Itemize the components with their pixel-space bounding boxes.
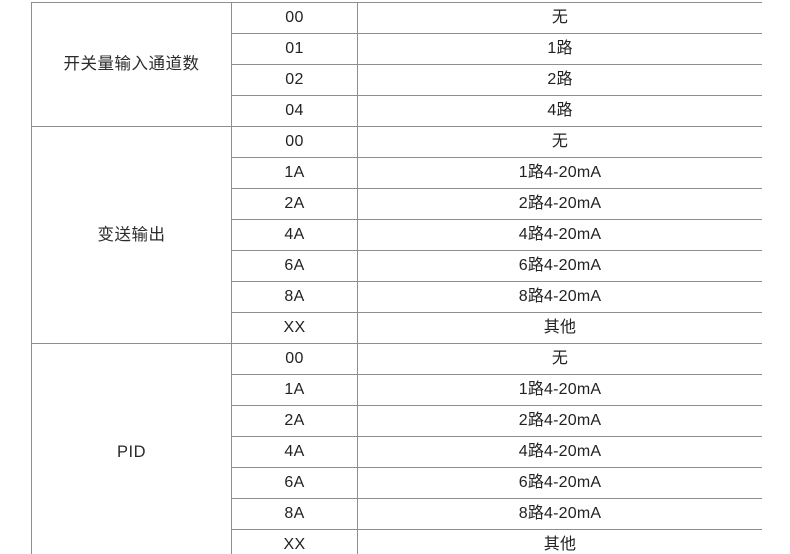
option-code-cell: 6A xyxy=(231,467,358,499)
option-description-cell: 6路4-20mA xyxy=(357,467,762,499)
option-code-cell: 4A xyxy=(231,436,358,468)
option-code-cell: 8A xyxy=(231,281,358,313)
table-row: 变送输出 00 无 xyxy=(31,126,762,344)
option-code-cell: 8A xyxy=(231,498,358,530)
table-row: PID 00 无 xyxy=(31,343,762,554)
option-code-cell: XX xyxy=(231,312,358,344)
option-description-cell: 6路4-20mA xyxy=(357,250,762,282)
option-code-cell: 6A xyxy=(231,250,358,282)
table-row: 02 2路 xyxy=(32,64,762,96)
option-code-cell: 1A xyxy=(231,374,358,406)
option-code-cell: 00 xyxy=(231,126,358,158)
table-row: 6A 6路4-20mA xyxy=(32,467,762,499)
option-description-cell: 8路4-20mA xyxy=(357,281,762,313)
option-code-cell: 2A xyxy=(231,188,358,220)
option-code-cell: XX xyxy=(231,529,358,554)
option-description-cell: 2路4-20mA xyxy=(357,405,762,437)
option-description-cell: 无 xyxy=(357,343,762,375)
option-description-cell: 1路4-20mA xyxy=(357,157,762,189)
group-label-cell: PID xyxy=(31,343,232,554)
table-row: 6A 6路4-20mA xyxy=(32,250,762,282)
option-code-cell: 02 xyxy=(231,64,358,96)
table-row: 2A 2路4-20mA xyxy=(32,188,762,220)
option-description-cell: 无 xyxy=(357,2,762,34)
option-description-cell: 无 xyxy=(357,126,762,158)
option-description-cell: 其他 xyxy=(357,529,762,554)
option-code-cell: 00 xyxy=(231,2,358,34)
product-option-code-table: 开关量输入通道数 00 无 01 1路 02 2路 04 4路 变送输出 00 无 1A 1路4-20mA… xyxy=(31,2,762,554)
group-label-cell: 变送输出 xyxy=(31,126,232,344)
option-description-cell: 其他 xyxy=(357,312,762,344)
option-code-cell: 4A xyxy=(231,219,358,251)
table-row: XX 其他 xyxy=(32,529,762,554)
table-row: 1A 1路4-20mA xyxy=(32,374,762,406)
table-row: 4A 4路4-20mA xyxy=(32,219,762,251)
table-row: 04 4路 xyxy=(32,95,762,127)
option-description-cell: 4路4-20mA xyxy=(357,219,762,251)
spec-table-container: 开关量输入通道数 00 无 01 1路 02 2路 04 4路 变送输出 00 无 1A 1路4-20mA… xyxy=(31,2,762,554)
group-label-cell: 开关量输入通道数 xyxy=(31,2,232,127)
option-description-cell: 4路4-20mA xyxy=(357,436,762,468)
spec-table-body: 开关量输入通道数 00 无 01 1路 02 2路 04 4路 变送输出 00 无 1A 1路4-20mA… xyxy=(31,2,762,554)
option-code-cell: 2A xyxy=(231,405,358,437)
option-description-cell: 2路 xyxy=(357,64,762,96)
option-description-cell: 1路4-20mA xyxy=(357,374,762,406)
option-description-cell: 2路4-20mA xyxy=(357,188,762,220)
table-row: 开关量输入通道数 00 无 xyxy=(31,2,762,127)
table-row: 2A 2路4-20mA xyxy=(32,405,762,437)
option-description-cell: 8路4-20mA xyxy=(357,498,762,530)
option-description-cell: 4路 xyxy=(357,95,762,127)
option-description-cell: 1路 xyxy=(357,33,762,65)
option-code-cell: 00 xyxy=(231,343,358,375)
table-row: 8A 8路4-20mA xyxy=(32,281,762,313)
option-code-cell: 1A xyxy=(231,157,358,189)
option-code-cell: 01 xyxy=(231,33,358,65)
table-row: 1A 1路4-20mA xyxy=(32,157,762,189)
option-code-cell: 04 xyxy=(231,95,358,127)
table-row: 4A 4路4-20mA xyxy=(32,436,762,468)
